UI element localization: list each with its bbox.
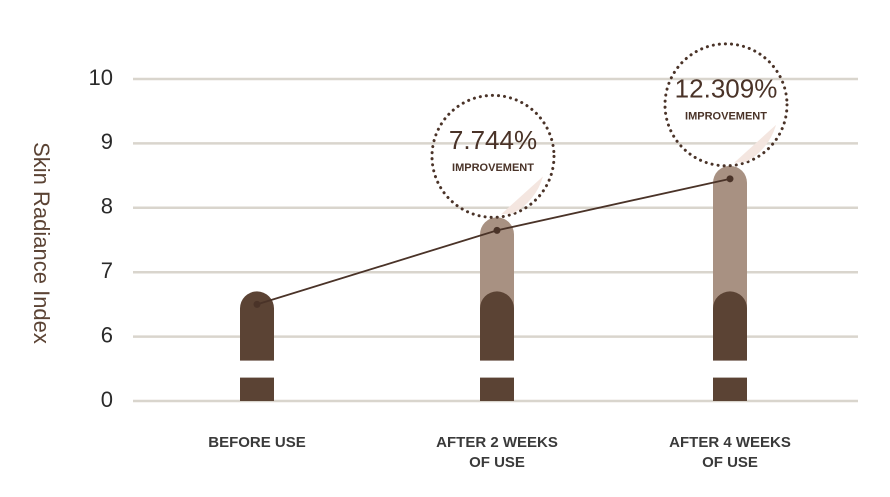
annotation-note: IMPROVEMENT	[685, 111, 767, 123]
annotation-circle	[663, 42, 789, 168]
x-tick-label: AFTER 2 WEEKS OF USE	[436, 434, 558, 471]
axis-break	[239, 360, 275, 378]
y-axis-label: Skin Radiance Index	[29, 142, 54, 344]
annotation-label: 7.744%	[449, 125, 537, 155]
annotation-note: IMPROVEMENT	[452, 162, 534, 174]
y-tick-label: 10	[89, 65, 113, 90]
annotation-wedge	[734, 124, 776, 163]
annotation-circle	[430, 93, 556, 219]
y-tick-label: 8	[101, 194, 113, 219]
point	[493, 226, 501, 234]
y-tick-label: 9	[101, 129, 113, 154]
annotation-wedge	[501, 176, 543, 215]
point	[253, 300, 261, 308]
y-tick-label: 6	[101, 322, 113, 347]
y-tick-label: 7	[101, 258, 113, 283]
x-tick-label: AFTER 4 WEEKS OF USE	[669, 434, 791, 471]
baseline-bar	[480, 291, 514, 401]
baseline-bar	[713, 291, 747, 401]
annotation-label: 12.309%	[675, 74, 778, 104]
axis-break	[712, 360, 748, 378]
point	[726, 175, 734, 183]
axis-break	[479, 360, 515, 378]
y-tick-label: 0	[101, 387, 113, 412]
x-tick-label: BEFORE USE	[208, 434, 306, 451]
